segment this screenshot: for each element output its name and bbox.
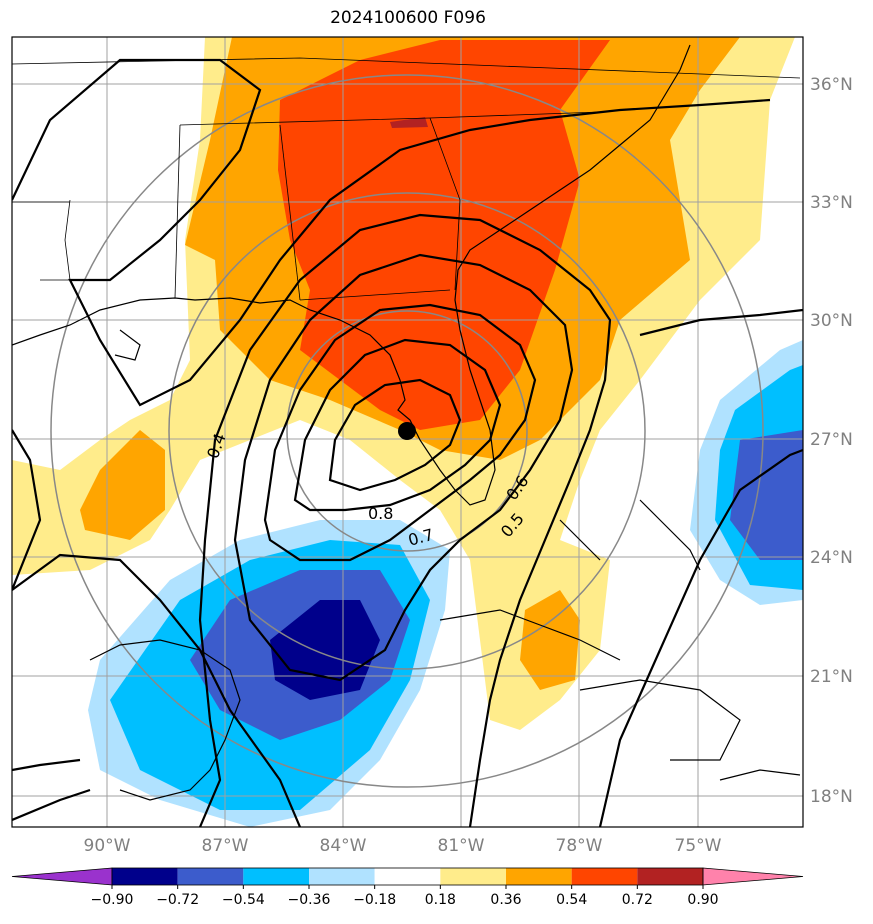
positive-anomaly-darkred: [390, 117, 428, 128]
colorbar-tick-label: 0.54: [556, 892, 587, 908]
lon-label-78: 78°W: [556, 836, 603, 856]
lat-label-21: 21°N: [810, 667, 853, 687]
colorbar-segment: [243, 868, 309, 885]
colorbar: −0.90 −0.72 −0.54 −0.36 −0.18 0.18 0.36 0.54 0.7…: [11, 867, 804, 908]
contour-label-0.8: 0.8: [368, 504, 393, 523]
map-area: 0.4 0.8 0.7 0.6 0.5: [12, 37, 803, 827]
range-rings: [50, 74, 764, 788]
coastlines: [12, 44, 801, 801]
lon-label-84: 84°W: [320, 836, 367, 856]
lon-label-90: 90°W: [84, 836, 131, 856]
colorbar-segment: [506, 868, 572, 885]
negative-anomaly-east-blue: [730, 430, 803, 560]
lat-label-33: 33°N: [810, 193, 853, 213]
colorbar-segment: [374, 868, 441, 885]
colorbar-segment: [309, 868, 375, 885]
lat-label-36: 36°N: [810, 75, 853, 95]
colorbar-extend-high: [702, 867, 804, 886]
positive-anomaly-orange-south: [520, 590, 580, 690]
colorbar-tick-label: 0.36: [490, 892, 521, 908]
colorbar-tick-label: −0.72: [156, 892, 199, 908]
colorbar-segment: [440, 868, 506, 885]
colorbar-tick-label: −0.18: [353, 892, 396, 908]
positive-anomaly-red: [278, 40, 610, 430]
colorbar-tick-label: −0.90: [91, 892, 134, 908]
lat-label-18: 18°N: [810, 787, 853, 807]
lat-label-30: 30°N: [810, 311, 853, 331]
colorbar-segment: [637, 868, 703, 885]
colorbar-tick-label: −0.54: [222, 892, 265, 908]
lon-label-81: 81°W: [438, 836, 485, 856]
colorbar-tick-label: 0.72: [622, 892, 653, 908]
lon-label-75: 75°W: [675, 836, 722, 856]
lon-label-87: 87°W: [202, 836, 249, 856]
negative-anomaly-navy: [270, 600, 380, 700]
storm-center-marker: [398, 422, 416, 440]
colorbar-extend-low: [11, 867, 113, 886]
lat-label-27: 27°N: [810, 430, 853, 450]
colorbar-segment: [177, 868, 244, 885]
map-frame: [11, 36, 804, 828]
colorbar-segment: [112, 868, 178, 885]
contours: [12, 58, 803, 827]
colorbar-tick-label: 0.90: [687, 892, 718, 908]
colorbar-frame: [111, 867, 704, 886]
lat-label-24: 24°N: [810, 548, 853, 568]
colorbar-tick-label: 0.18: [425, 892, 456, 908]
colorbar-tick-label: −0.36: [288, 892, 331, 908]
positive-anomaly-orange-west: [80, 430, 165, 540]
colorbar-segment: [571, 868, 638, 885]
map-title: 2024100600 F096: [330, 8, 486, 28]
